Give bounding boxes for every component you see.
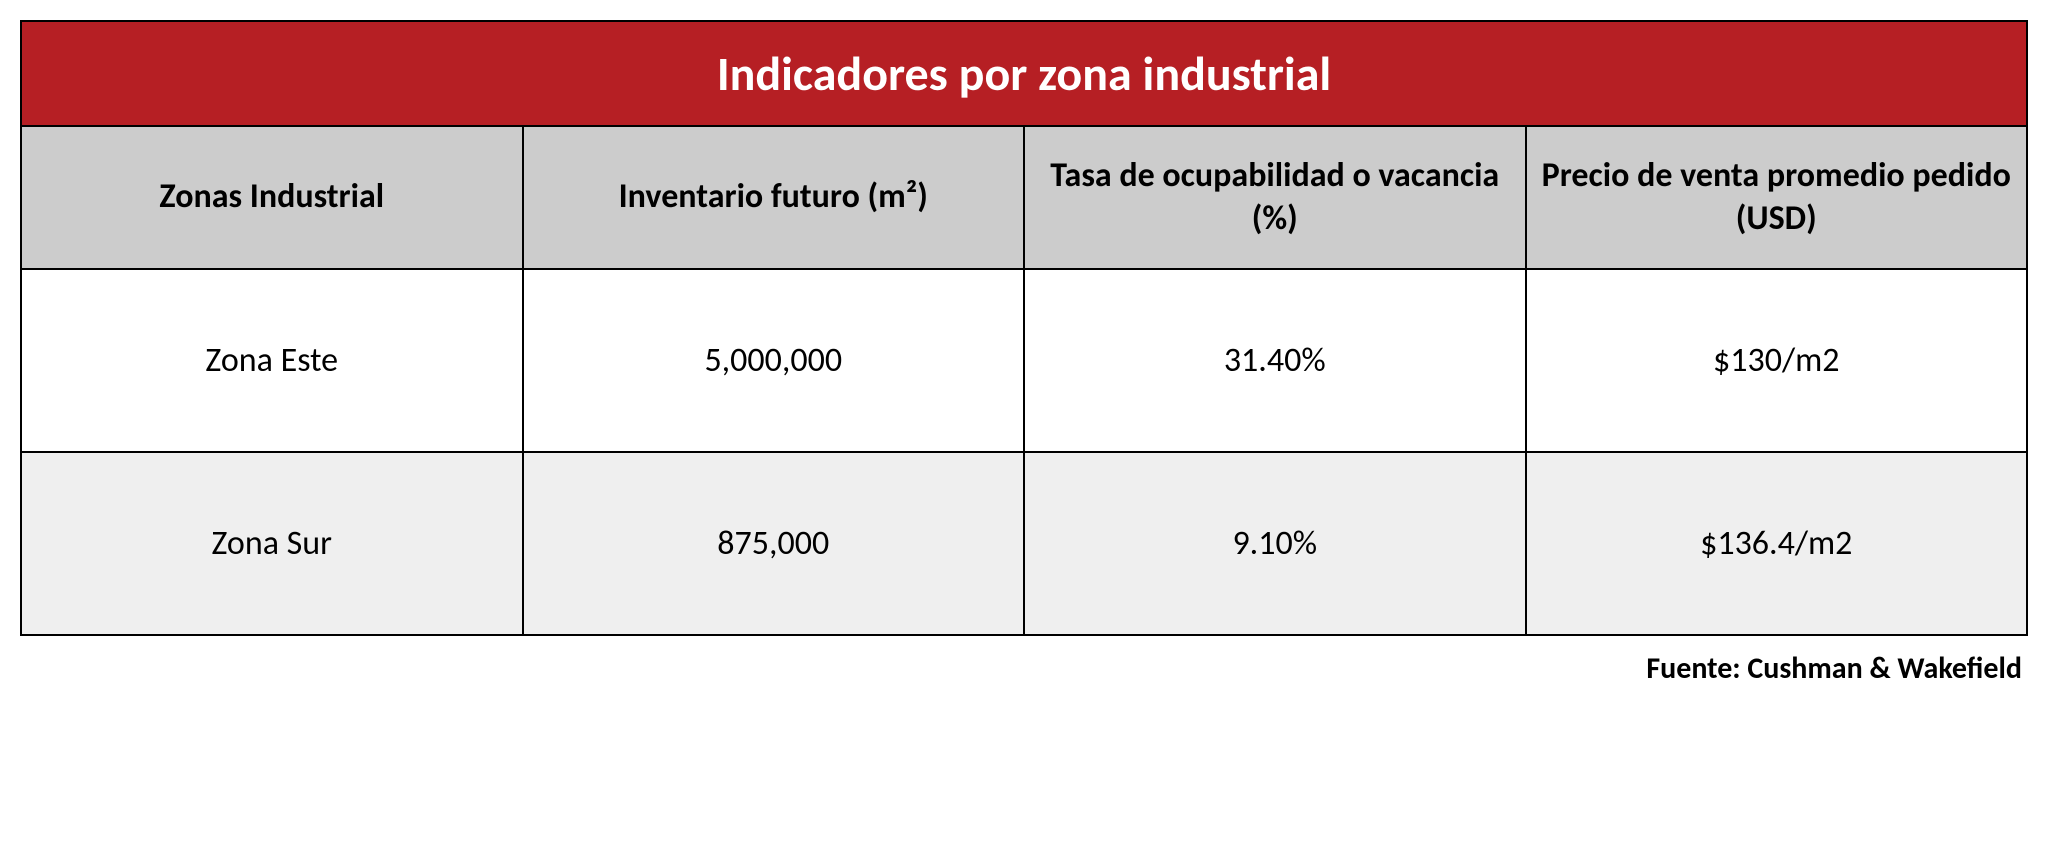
cell-zone: Zona Sur	[21, 452, 523, 635]
column-header-price: Precio de venta promedio pedido (USD)	[1526, 126, 2028, 269]
table-title-row: Indicadores por zona industrial	[21, 21, 2027, 126]
table-row: Zona Sur 875,000 9.10% $136.4/m2	[21, 452, 2027, 635]
cell-vacancy: 9.10%	[1024, 452, 1526, 635]
cell-price: $136.4/m2	[1526, 452, 2028, 635]
cell-vacancy: 31.40%	[1024, 269, 1526, 452]
table-title: Indicadores por zona industrial	[21, 21, 2027, 126]
industrial-indicators-table: Indicadores por zona industrial Zonas In…	[20, 20, 2028, 636]
table-header-row: Zonas Industrial Inventario futuro (m²) …	[21, 126, 2027, 269]
cell-inventory: 875,000	[523, 452, 1025, 635]
column-header-inventory: Inventario futuro (m²)	[523, 126, 1025, 269]
cell-inventory: 5,000,000	[523, 269, 1025, 452]
table-source: Fuente: Cushman & Wakefield	[20, 636, 2028, 687]
column-header-vacancy: Tasa de ocupabilidad o vacancia (%)	[1024, 126, 1526, 269]
table-row: Zona Este 5,000,000 31.40% $130/m2	[21, 269, 2027, 452]
industrial-indicators-table-container: Indicadores por zona industrial Zonas In…	[20, 20, 2028, 687]
cell-price: $130/m2	[1526, 269, 2028, 452]
column-header-zone: Zonas Industrial	[21, 126, 523, 269]
cell-zone: Zona Este	[21, 269, 523, 452]
